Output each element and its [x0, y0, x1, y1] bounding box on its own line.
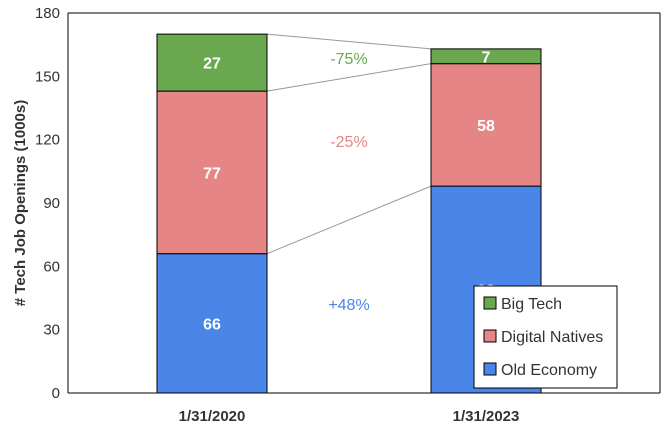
change-annotations: -75% -25% +48%: [328, 51, 369, 314]
change-annotation-digital-natives: -25%: [330, 134, 367, 151]
legend-label-old-economy: Old Economy: [501, 362, 597, 379]
x-tick-label: 1/31/2023: [453, 408, 520, 425]
y-tick-label: 30: [43, 322, 60, 339]
connector-old-economy: [266, 185, 432, 255]
y-tick-label: 90: [43, 195, 60, 212]
y-axis-label: # Tech Job Openings (1000s): [12, 100, 29, 306]
y-tick-labels: 0 30 60 90 120 150 180: [35, 5, 60, 402]
legend-swatch-old-economy: [483, 362, 497, 376]
y-tick-label: 0: [52, 385, 60, 402]
data-label: 77: [203, 165, 221, 182]
legend-swatch-digital-natives: [483, 329, 497, 343]
data-label: 66: [203, 316, 221, 333]
bar-segment-digital-natives: [430, 63, 542, 187]
legend-label-digital-natives: Digital Natives: [501, 329, 603, 346]
legend: Big Tech Digital Natives Old Economy: [473, 285, 618, 389]
y-tick-label: 150: [35, 68, 60, 85]
change-annotation-old-economy: +48%: [328, 297, 369, 314]
legend-box: [473, 285, 618, 389]
bar-segment-digital-natives: [156, 90, 268, 255]
y-tick-label: 60: [43, 258, 60, 275]
data-label: 58: [477, 118, 495, 135]
category-labels: 1/31/2020 1/31/2023: [179, 408, 520, 425]
y-tick-label: 180: [35, 5, 60, 22]
y-tick-label: 120: [35, 132, 60, 149]
data-label: 7: [482, 49, 491, 66]
x-tick-label: 1/31/2020: [179, 408, 246, 425]
data-label: 27: [203, 56, 221, 73]
legend-label-big-tech: Big Tech: [501, 296, 562, 313]
legend-swatch-big-tech: [483, 296, 497, 310]
connector-big-tech: [266, 33, 432, 50]
bar-segment-big-tech: [430, 48, 542, 65]
bar-segment-old-economy: [156, 253, 268, 394]
change-annotation-big-tech: -75%: [330, 51, 367, 68]
bar-segment-big-tech: [156, 33, 268, 92]
connector-digital-natives: [266, 63, 432, 92]
connector-lines: [266, 33, 432, 255]
